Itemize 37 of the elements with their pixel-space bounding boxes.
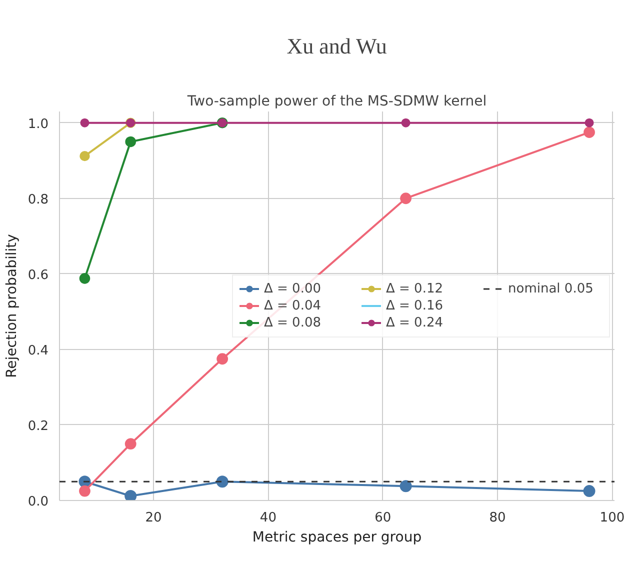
- point: [79, 273, 90, 284]
- x-tick-label: 20: [145, 510, 162, 526]
- y-tick-label: 1.0: [28, 116, 49, 132]
- legend-label: Δ = 0.12: [386, 281, 444, 296]
- legend-label: Δ = 0.00: [264, 281, 322, 296]
- point: [400, 480, 412, 492]
- point: [80, 118, 90, 128]
- y-tick-label: 0.4: [28, 343, 49, 358]
- y-tick-label: 0.8: [28, 192, 49, 208]
- x-tick-label: 60: [374, 510, 392, 526]
- point: [125, 136, 136, 148]
- point: [583, 485, 596, 498]
- text: Xu and Wu: [286, 34, 387, 58]
- legend-label: Δ = 0.16: [386, 298, 444, 313]
- point: [401, 118, 410, 128]
- point: [584, 126, 595, 138]
- legend-label: Δ = 0.08: [264, 315, 322, 330]
- legend-label: Δ = 0.24: [386, 315, 444, 330]
- legend-label: Δ = 0.04: [264, 298, 322, 313]
- point: [124, 438, 136, 450]
- point: [79, 485, 90, 497]
- point: [400, 192, 412, 204]
- x-axis-title: Metric spaces per group: [252, 530, 422, 546]
- x-tick-label: 100: [600, 510, 625, 526]
- point: [584, 118, 594, 128]
- y-tick-label: 0.6: [28, 268, 49, 283]
- y-tick-label: 0.2: [28, 418, 49, 434]
- point: [216, 476, 228, 488]
- y-tick-label: 0.0: [28, 494, 49, 510]
- y-axis-title: Rejection probability: [4, 234, 20, 378]
- point: [216, 353, 228, 365]
- point: [124, 490, 137, 500]
- legend-label: nominal 0.05: [508, 281, 594, 296]
- x-tick-label: 40: [260, 510, 276, 526]
- point: [80, 150, 90, 162]
- chart-title: Two-sample power of the MS-SDMW kernel: [186, 94, 487, 110]
- x-tick-label: 80: [489, 510, 506, 526]
